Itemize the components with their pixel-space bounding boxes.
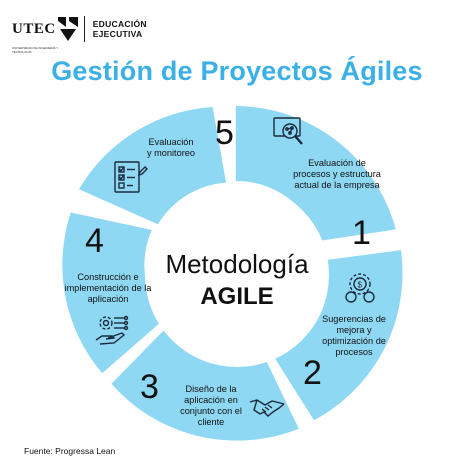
step-number-1: 1 (352, 214, 371, 252)
handshake-icon (249, 399, 285, 417)
step-label-5: Evaluación y monitoreo (147, 137, 196, 158)
gear-hand-icon (95, 315, 129, 345)
segment-step-5 (79, 107, 227, 225)
svg-text:$: $ (358, 281, 363, 290)
step-label-4: Construcción e implementación de la apli… (64, 272, 152, 304)
step-label-3: Diseño de la aplicación en conjunto con … (180, 384, 242, 427)
gear-coins-icon: $ (345, 273, 375, 303)
center-circle (145, 183, 329, 367)
segment-step-1 (235, 106, 396, 241)
magnifier-network-icon (273, 117, 303, 145)
segment-step-4 (62, 212, 164, 374)
checklist-icon (114, 161, 148, 193)
header-divider (83, 16, 85, 42)
step-number-3: 3 (140, 368, 159, 406)
step-label-2: Sugerencias de mejora y optimización de … (322, 314, 386, 357)
step-label-1: Evaluación de procesos y estructura actu… (293, 158, 381, 190)
logo-text: UTEC (12, 21, 56, 37)
header: UTEC UNIVERSIDAD DE INGENIERÍA Y TECNOLO… (12, 12, 147, 54)
step-number-5: 5 (215, 114, 234, 152)
center-line-2: AGILE (200, 283, 274, 310)
center-line-1: Metodología (165, 249, 309, 279)
logo-subtext: UNIVERSIDAD DE INGENIERÍA Y TECNOLOGÍA (12, 46, 59, 54)
header-subtitle: EDUCACIÓN EJECUTIVA (92, 19, 147, 39)
step-number-2: 2 (303, 354, 322, 392)
step-number-4: 4 (85, 222, 104, 260)
page-title: Gestión de Proyectos Ágiles (51, 56, 423, 86)
utec-logo-icon (57, 17, 78, 41)
source-note: Fuente: Progressa Lean (24, 446, 116, 456)
center-label: Metodología AGILE (137, 249, 337, 313)
